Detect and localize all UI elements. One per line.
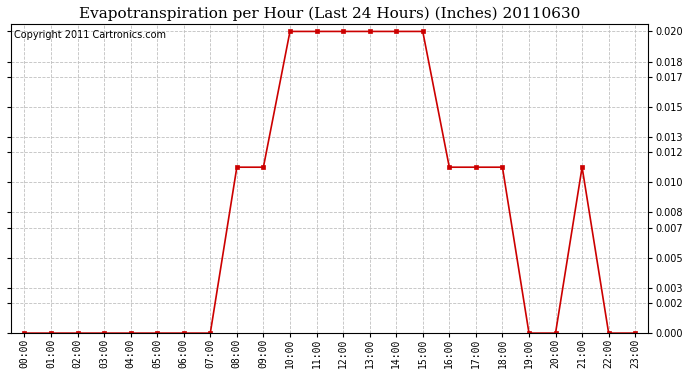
Text: Copyright 2011 Cartronics.com: Copyright 2011 Cartronics.com	[14, 30, 166, 40]
Title: Evapotranspiration per Hour (Last 24 Hours) (Inches) 20110630: Evapotranspiration per Hour (Last 24 Hou…	[79, 7, 580, 21]
